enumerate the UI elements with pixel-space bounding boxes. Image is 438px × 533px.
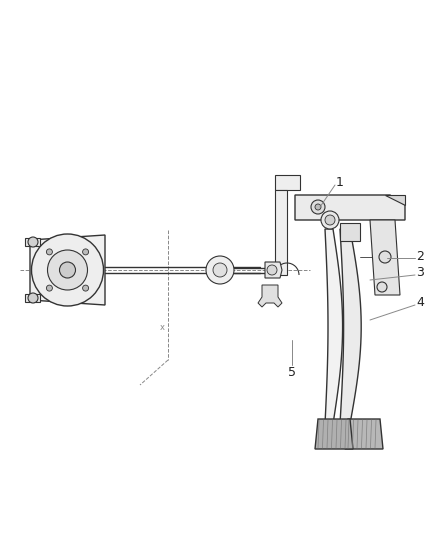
Circle shape xyxy=(46,285,53,291)
Circle shape xyxy=(32,234,103,306)
Polygon shape xyxy=(275,175,300,190)
Circle shape xyxy=(47,250,88,290)
Text: 5: 5 xyxy=(288,367,296,379)
Circle shape xyxy=(28,293,38,303)
Polygon shape xyxy=(370,220,400,295)
Circle shape xyxy=(46,249,53,255)
Polygon shape xyxy=(325,229,343,424)
Circle shape xyxy=(315,204,321,210)
Bar xyxy=(340,223,360,241)
Text: 2: 2 xyxy=(416,249,424,262)
Circle shape xyxy=(379,251,391,263)
Circle shape xyxy=(83,285,88,291)
Text: 1: 1 xyxy=(336,176,344,190)
Text: 3: 3 xyxy=(416,266,424,279)
Polygon shape xyxy=(315,419,353,449)
Polygon shape xyxy=(25,294,40,302)
Circle shape xyxy=(60,262,75,278)
Polygon shape xyxy=(265,262,282,278)
Circle shape xyxy=(321,211,339,229)
Polygon shape xyxy=(258,285,282,307)
Polygon shape xyxy=(385,195,405,205)
Text: x: x xyxy=(159,324,165,333)
Polygon shape xyxy=(340,229,361,424)
Circle shape xyxy=(377,282,387,292)
Polygon shape xyxy=(295,195,405,220)
Polygon shape xyxy=(275,190,287,275)
Circle shape xyxy=(325,215,335,225)
Text: 4: 4 xyxy=(416,296,424,310)
Circle shape xyxy=(267,265,277,275)
Polygon shape xyxy=(30,235,105,305)
Polygon shape xyxy=(345,419,383,449)
Circle shape xyxy=(28,237,38,247)
Circle shape xyxy=(311,200,325,214)
Circle shape xyxy=(213,263,227,277)
Polygon shape xyxy=(25,238,40,246)
Circle shape xyxy=(83,249,88,255)
Circle shape xyxy=(206,256,234,284)
